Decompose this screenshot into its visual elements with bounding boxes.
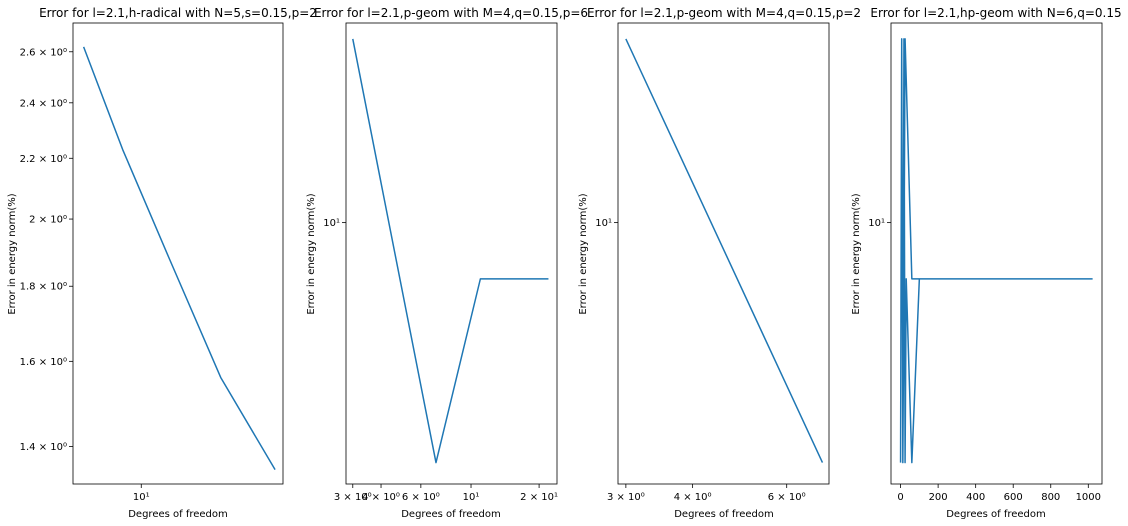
- chart-title: Error for l=2.1,hp-geom with N=6,q=0.15: [870, 6, 1121, 20]
- x-tick-label: 800: [1041, 492, 1060, 503]
- y-tick-label: 2.4 × 10⁰: [20, 98, 67, 109]
- y-tick-label: 1.4 × 10⁰: [20, 442, 67, 453]
- series-line: [352, 38, 549, 464]
- x-axis-label: Degrees of freedom: [128, 509, 228, 520]
- x-tick-label: 0: [897, 492, 903, 503]
- chart-panel-3: Error for l=2.1,p-geom with M=4,q=0.15,p…: [578, 6, 861, 520]
- y-tick-label: 10¹: [323, 218, 340, 229]
- x-axis-label: Degrees of freedom: [401, 509, 501, 520]
- plot-area-frame: [890, 22, 1103, 485]
- y-tick-label: 2.6 × 10⁰: [20, 47, 67, 58]
- x-tick-label: 600: [1004, 492, 1023, 503]
- y-tick-label: 2.2 × 10⁰: [20, 154, 67, 165]
- chart-title: Error for l=2.1,p-geom with M=4,q=0.15,p…: [587, 6, 861, 20]
- plot-area-frame: [72, 22, 284, 485]
- x-tick-label: 10¹: [463, 492, 480, 503]
- y-tick-label: 10¹: [868, 218, 885, 229]
- y-axis-label: Error in energy norm(%): [306, 193, 317, 314]
- x-tick-label: 6 × 10⁰: [402, 492, 440, 503]
- x-tick-label: 1000: [1076, 492, 1101, 503]
- chart-panel-4: Error for l=2.1,hp-geom with N=6,q=0.15 …: [851, 6, 1122, 520]
- plot-area-frame: [345, 22, 558, 485]
- series-line: [82, 46, 276, 471]
- chart-title: Error for l=2.1,p-geom with M=4,q=0.15,p…: [314, 6, 588, 20]
- series-line: [625, 38, 824, 463]
- x-tick-label: 4 × 10⁰: [362, 492, 400, 503]
- y-tick-label: 2 × 10⁰: [29, 215, 67, 226]
- y-tick-label: 1.6 × 10⁰: [20, 357, 67, 368]
- y-axis-label: Error in energy norm(%): [851, 193, 862, 314]
- x-axis-label: Degrees of freedom: [946, 509, 1046, 520]
- x-axis-label: Degrees of freedom: [674, 509, 774, 520]
- x-tick-label: 3 × 10⁰: [334, 492, 372, 503]
- x-tick-label: 4 × 10⁰: [674, 492, 712, 503]
- chart-panel-2: Error for l=2.1,p-geom with M=4,q=0.15,p…: [306, 6, 588, 520]
- plot-area-frame: [617, 22, 830, 485]
- x-tick-label: 10¹: [133, 492, 150, 503]
- series-line: [899, 38, 1093, 464]
- chart-title: Error for l=2.1,h-radical with N=5,s=0.1…: [39, 6, 317, 20]
- chart-panel-1: Error for l=2.1,h-radical with N=5,s=0.1…: [7, 6, 317, 520]
- x-tick-label: 3 × 10⁰: [607, 492, 645, 503]
- y-axis-label: Error in energy norm(%): [7, 193, 18, 314]
- x-tick-label: 6 × 10⁰: [768, 492, 806, 503]
- x-tick-label: 200: [929, 492, 948, 503]
- y-axis-label: Error in energy norm(%): [578, 193, 589, 314]
- y-tick-label: 1.8 × 10⁰: [20, 282, 67, 293]
- y-tick-label: 10¹: [595, 218, 612, 229]
- x-tick-label: 2 × 10¹: [520, 492, 558, 503]
- x-tick-label: 400: [966, 492, 985, 503]
